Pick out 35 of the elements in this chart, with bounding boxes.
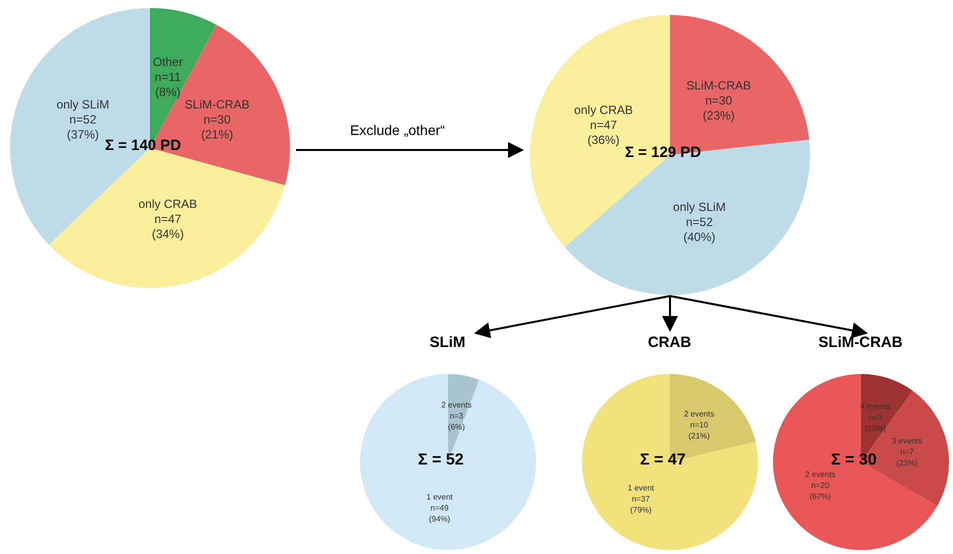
slice-label: 1 event: [628, 483, 655, 492]
slice-label: only SLiM: [56, 97, 110, 112]
slice-label: 2 events: [684, 410, 714, 419]
data-label: n=11 (8%): [154, 70, 182, 100]
chart-title: CRAB: [648, 334, 692, 351]
slice-label: only SLiM: [673, 200, 726, 214]
slice-label: SLiM-CRAB: [184, 97, 250, 112]
slice-label: SLiM-CRAB: [686, 78, 752, 93]
slice-label: only CRAB: [138, 196, 198, 211]
data-label: n=37 (79%): [630, 494, 652, 514]
slice-label: Other: [152, 55, 183, 70]
chart-title: SLiM: [430, 334, 466, 351]
data-label: n=52 (37%): [66, 112, 99, 142]
slice-label: 2 events: [441, 400, 472, 410]
text: Σ = 47: [640, 452, 686, 468]
text: Σ = 30: [831, 452, 877, 468]
data-label: n=10 (21%): [688, 420, 710, 441]
data-label: n=49 (94%): [428, 504, 451, 524]
slice-label: only CRAB: [574, 102, 633, 117]
data-label: n=47 (34%): [152, 212, 184, 241]
text: Exclude „other“: [350, 122, 446, 138]
slice-label: 1 event: [426, 492, 454, 502]
slice-label: 3 events: [892, 436, 922, 446]
data-label: n=3 (10%): [864, 412, 887, 433]
text: Σ = 52: [418, 452, 464, 468]
data-label: n=20 (67%): [810, 481, 832, 501]
data-label: n=3 (6%): [448, 411, 466, 432]
data-label: n=30 (21%): [201, 112, 234, 142]
chart-title: SLiM-CRAB: [818, 334, 903, 351]
slice-label: 2 events: [805, 470, 836, 479]
data-label: n=30 (23%): [702, 94, 735, 123]
text: Σ = 140 PD: [105, 137, 182, 154]
data-label: n=47 (36%): [588, 118, 620, 147]
data-label: n=52 (40%): [683, 214, 716, 244]
data-label: n=7 (23%): [896, 448, 918, 468]
